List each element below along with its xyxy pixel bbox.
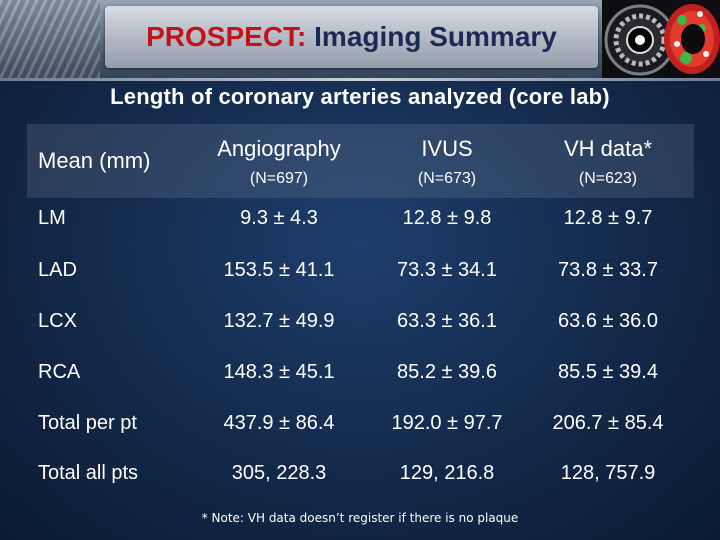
table-cell: 63.6 ± 36.0 [558,310,658,332]
table-cell: 206.7 ± 85.4 [552,412,664,434]
table-cell: 192.0 ± 97.7 [391,412,503,434]
table-cell: 148.3 ± 45.1 [223,361,335,383]
title-accent: PROSPECT: [146,21,307,52]
column-header-vh-data: VH data* [563,136,653,161]
table-cell: 63.3 ± 36.1 [397,310,497,332]
row-label-total-all-pts: Total all pts [38,462,139,484]
column-n-vh-data: (N=623) [578,170,638,187]
table-cell: 12.8 ± 9.7 [563,207,653,229]
row-label-total-per-pt: Total per pt [38,412,137,434]
row-label-lm: LM [38,207,66,229]
table-header-band [27,124,694,198]
table-cell: 85.2 ± 39.6 [397,361,497,383]
table-cell: 153.5 ± 41.1 [223,259,335,281]
row-label-lad: LAD [38,259,77,281]
table-cell: 437.9 ± 86.4 [223,412,335,434]
banner-texture-image [0,0,100,78]
column-n-ivus: (N=673) [417,170,477,187]
title-box: PROSPECT: Imaging Summary [105,6,598,68]
table-cell: 132.7 ± 49.9 [223,310,335,332]
row-label-rca: RCA [38,361,81,383]
page-title: PROSPECT: Imaging Summary [146,21,557,53]
table-cell: 128, 757.9 [560,462,656,484]
title-divider [0,78,720,81]
table-cell: 85.5 ± 39.4 [558,361,658,383]
title-rest: Imaging Summary [306,21,557,52]
table-cell: 305, 228.3 [231,462,327,484]
slide-subtitle: Length of coronary arteries analyzed (co… [110,84,610,109]
table-cell: 9.3 ± 4.3 [240,207,318,229]
title-banner: PROSPECT: Imaging Summary [0,0,720,78]
ivus-vh-image [602,0,720,78]
column-n-angiography: (N=697) [249,170,309,187]
table-corner-label: Mean (mm) [38,148,151,173]
table-cell: 12.8 ± 9.8 [402,207,492,229]
column-header-ivus: IVUS [421,136,473,161]
table-cell: 73.8 ± 33.7 [558,259,658,281]
table-cell: 129, 216.8 [399,462,495,484]
footnote: * Note: VH data doesn’t register if ther… [201,511,519,525]
row-label-lcx: LCX [38,310,77,332]
table-cell: 73.3 ± 34.1 [397,259,497,281]
column-header-angiography: Angiography [217,136,341,161]
